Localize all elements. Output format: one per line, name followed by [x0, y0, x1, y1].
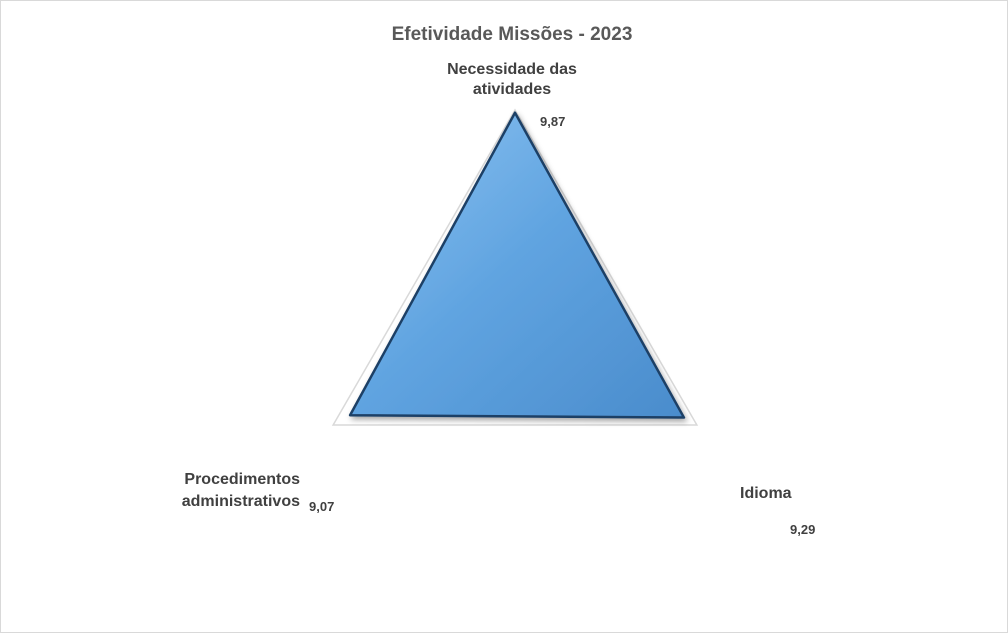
chart-title: Efetividade Missões - 2023 [392, 24, 633, 45]
category-label-2: Procedimentos administrativos [182, 471, 300, 510]
category-label-1: Idioma [740, 485, 792, 502]
data-labels: 9,87 9,29 9,07 [309, 114, 815, 537]
series-layer [348, 111, 686, 419]
category-labels: Necessidade das atividades Idioma Procedime… [182, 61, 792, 510]
data-label-0: 9,87 [540, 114, 565, 129]
series-area [348, 111, 686, 419]
data-label-1: 9,29 [790, 522, 815, 537]
gridline-outer [331, 108, 699, 426]
radar-gridlines [331, 108, 699, 426]
data-label-2: 9,07 [309, 499, 334, 514]
category-label-0: Necessidade das atividades [447, 61, 577, 98]
